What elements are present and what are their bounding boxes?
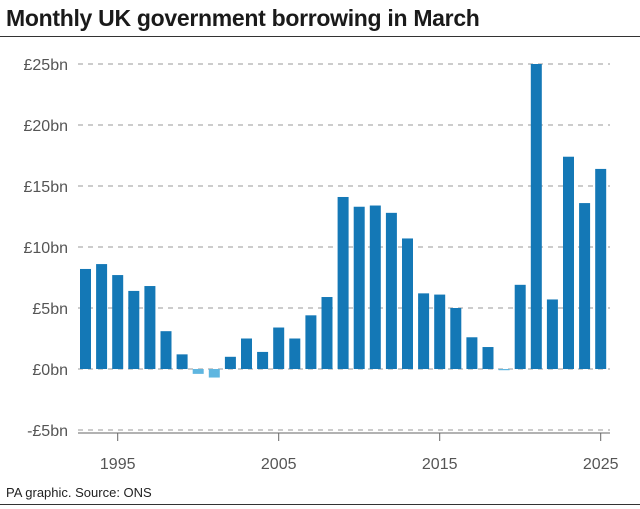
x-tick-label: 2005 [261,456,297,473]
x-tick-label: 2025 [583,456,619,473]
chart-title: Monthly UK government borrowing in March [6,5,480,31]
bar [482,347,494,369]
x-tick-label: 2015 [422,456,458,473]
bar [208,369,220,378]
y-tick-label: £20bn [24,118,69,135]
bar [305,315,317,369]
bar [514,284,526,369]
bar [112,275,124,369]
y-axis-labels: £25bn £20bn £15bn £10bn £5bn £0bn -£5bn [24,57,69,440]
bar [530,64,542,369]
bar [241,338,252,369]
bar [546,299,558,369]
bars [80,64,607,378]
top-rule [0,36,640,37]
bar [418,293,430,369]
bar [128,290,140,369]
bar [595,168,607,369]
bar [289,338,301,369]
bar [176,354,188,369]
bar [144,286,156,369]
bar [224,356,236,369]
bar [466,337,478,369]
y-tick-label: £25bn [24,57,69,74]
bottom-rule [0,504,640,505]
bar [192,369,204,374]
bar [353,206,365,369]
bar [369,205,381,369]
bar [273,327,285,369]
bar [80,268,91,369]
bar [563,156,574,369]
bar [337,196,349,369]
bar [321,297,333,369]
y-tick-label: -£5bn [27,423,68,440]
bar [579,203,591,369]
x-axis: 1995 2005 2015 2025 [78,432,619,473]
bar [498,369,510,371]
bar [402,238,413,369]
bar [257,351,269,369]
bar [385,212,397,369]
bar [160,331,172,369]
source-note: PA graphic. Source: ONS [6,485,152,500]
y-tick-label: £10bn [24,240,69,257]
x-tick-label: 1995 [100,456,136,473]
y-tick-label: £5bn [32,301,68,318]
bar [96,264,108,369]
bar [450,308,462,369]
bar [434,294,446,369]
y-tick-label: £15bn [24,179,69,196]
bar-chart: £25bn £20bn £15bn £10bn £5bn £0bn -£5bn 1995 20… [24,57,619,473]
y-tick-label: £0bn [32,362,68,379]
